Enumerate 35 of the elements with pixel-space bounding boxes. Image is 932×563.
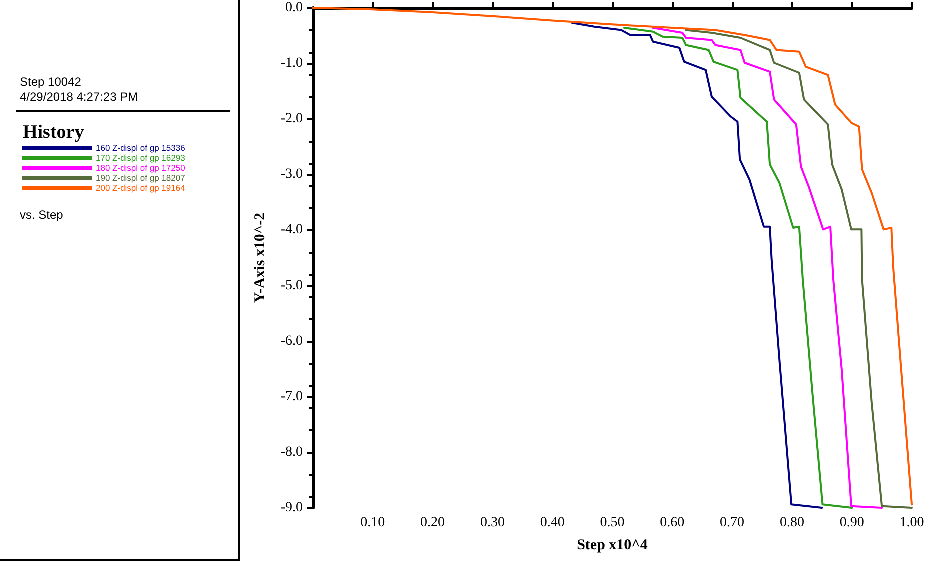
x-tick-label: 0.50 — [600, 516, 625, 530]
y-axis-title: Y-Axis x10^-2 — [252, 212, 268, 304]
line-series — [571, 22, 824, 509]
y-tick-label: -8.0 — [280, 444, 303, 460]
text: 180 Z-displ of gp 17250 — [96, 163, 186, 173]
x-tick-label: 0.70 — [720, 516, 745, 530]
text: 4/29/2018 4:27:23 PM — [20, 90, 138, 104]
y-tick-label: -1.0 — [280, 56, 303, 72]
x-tick-label: 0.10 — [360, 516, 386, 530]
y-tick-label: 0.0 — [286, 0, 303, 16]
x-tick-label: 0.30 — [480, 516, 505, 530]
x-axis-title: Step x10^4 — [577, 538, 648, 554]
text: 160 Z-displ of gp 15336 — [96, 143, 186, 153]
x-tick-label: 1.00 — [900, 516, 924, 530]
y-tick-label: -7.0 — [280, 389, 303, 404]
text: vs. Step — [20, 208, 64, 222]
line-series — [623, 27, 854, 509]
x-tick-label: 0.90 — [840, 516, 864, 530]
x-tick-label: 0.20 — [420, 516, 446, 530]
text: 190 Z-displ of gp 18207 — [96, 173, 186, 183]
y-tick-label: -3.0 — [280, 167, 303, 182]
line-series — [685, 29, 913, 509]
x-tick-label: 0.60 — [660, 516, 685, 530]
text: Step 10042 — [20, 75, 82, 89]
text: 170 Z-displ of gp 16293 — [96, 153, 186, 163]
y-tick-label: -6.0 — [280, 334, 303, 349]
y-tick-label: -5.0 — [280, 278, 303, 294]
y-tick-label: -9.0 — [280, 500, 303, 516]
y-tick-label: -2.0 — [280, 112, 303, 127]
y-tick-label: -4.0 — [280, 222, 303, 238]
line-series — [652, 27, 884, 509]
text: 200 Z-displ of gp 19164 — [96, 183, 186, 193]
legend-title: History — [23, 122, 85, 143]
x-tick-label: 0.80 — [780, 516, 804, 530]
x-tick-label: 0.40 — [540, 516, 565, 530]
